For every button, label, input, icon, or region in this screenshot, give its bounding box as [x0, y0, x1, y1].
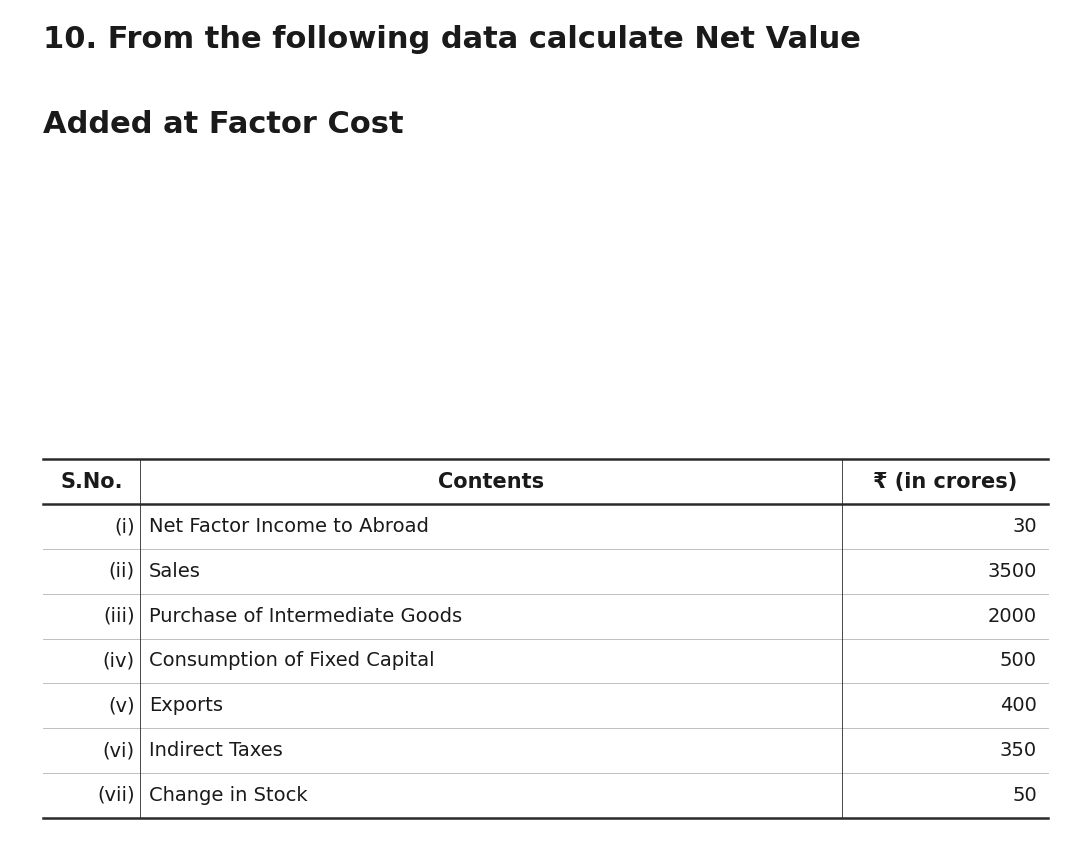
Text: ₹ (in crores): ₹ (in crores) — [873, 472, 1017, 491]
Text: 400: 400 — [1000, 696, 1037, 715]
Text: (ii): (ii) — [109, 562, 135, 581]
Text: (iii): (iii) — [104, 607, 135, 626]
Text: (iv): (iv) — [103, 652, 135, 670]
Text: Sales: Sales — [149, 562, 201, 581]
Text: Contents: Contents — [438, 472, 544, 491]
Text: 30: 30 — [1012, 517, 1037, 536]
Text: (vii): (vii) — [97, 786, 135, 805]
Text: (i): (i) — [114, 517, 135, 536]
Text: Added at Factor Cost: Added at Factor Cost — [43, 110, 404, 138]
Text: 500: 500 — [1000, 652, 1037, 670]
Text: Change in Stock: Change in Stock — [149, 786, 308, 805]
Text: Indirect Taxes: Indirect Taxes — [149, 741, 283, 760]
Text: 10. From the following data calculate Net Value: 10. From the following data calculate Ne… — [43, 25, 861, 54]
Text: 2000: 2000 — [988, 607, 1037, 626]
Text: Purchase of Intermediate Goods: Purchase of Intermediate Goods — [149, 607, 462, 626]
Text: 3500: 3500 — [987, 562, 1037, 581]
Text: S.No.: S.No. — [60, 472, 123, 491]
Text: 50: 50 — [1012, 786, 1037, 805]
Text: Net Factor Income to Abroad: Net Factor Income to Abroad — [149, 517, 429, 536]
Text: (vi): (vi) — [103, 741, 135, 760]
Text: Consumption of Fixed Capital: Consumption of Fixed Capital — [149, 652, 434, 670]
Text: 350: 350 — [1000, 741, 1037, 760]
Text: (v): (v) — [108, 696, 135, 715]
Text: Exports: Exports — [149, 696, 224, 715]
